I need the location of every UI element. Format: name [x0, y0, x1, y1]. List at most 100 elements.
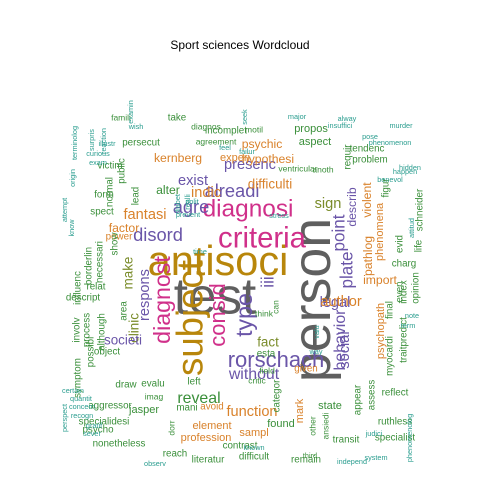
word-alter: alter	[156, 183, 180, 197]
word-evid: evid	[395, 235, 406, 253]
word-attitud: attitud	[407, 218, 416, 238]
word-although: although	[97, 313, 108, 351]
word-victim: victim	[97, 161, 122, 172]
word-lead: lead	[131, 187, 142, 206]
word-curious: curious	[86, 149, 110, 158]
word-famili: famili	[111, 112, 131, 122]
word-feel: feel	[219, 143, 231, 152]
word-final: final	[385, 301, 396, 319]
word-profession: profession	[181, 432, 232, 444]
word-element: element	[192, 420, 231, 432]
word-legal: legal	[320, 295, 351, 311]
word-pose: pose	[362, 132, 378, 141]
word-spect: spect	[90, 207, 114, 218]
word-can: can	[270, 300, 280, 314]
word-hidden: hidden	[399, 163, 421, 172]
word-import: import	[363, 273, 397, 287]
word-normal: normal	[105, 177, 116, 207]
word-quantit: quantit	[70, 394, 92, 403]
word-agreement: agreement	[196, 136, 237, 146]
word-left: left	[187, 377, 200, 388]
word-pathlog: pathlog	[361, 236, 375, 276]
word-sever: sever	[83, 429, 101, 438]
word-known: known	[243, 443, 264, 452]
word-anoth: anoth	[312, 164, 334, 174]
word-even: even	[395, 281, 406, 302]
word-life: life	[414, 239, 425, 252]
word-origin: origin	[68, 169, 77, 187]
word-observ: observ	[144, 459, 166, 468]
word-system: system	[364, 453, 387, 462]
word-psychic: psychic	[242, 137, 283, 151]
word-descript: descript	[66, 293, 101, 304]
word-mani: mani	[176, 403, 197, 414]
word-diabet: diabet	[173, 194, 182, 214]
word-respons: respons	[137, 269, 153, 321]
word-ventricular: ventricular	[278, 163, 317, 173]
word-describ: describ	[345, 187, 359, 227]
word-psychopath: psychopath	[375, 303, 387, 359]
word-influenc: influenc	[73, 271, 84, 305]
word-field: field	[259, 365, 275, 375]
word-fantasi: fantasi	[124, 207, 167, 223]
word-certain: certain	[62, 386, 84, 395]
word-appear: appear	[353, 384, 364, 415]
word-diagnost: diagnost	[149, 256, 175, 344]
word-form: form	[94, 190, 114, 201]
word-illustr: illustr	[98, 139, 116, 148]
word-alway: alway	[338, 114, 357, 123]
word-exam: exam	[89, 158, 107, 167]
word-dorr: dorr	[166, 420, 176, 435]
word-phenomenolog: phenomenolog	[405, 414, 414, 462]
word-area: area	[119, 301, 130, 321]
word-show: show	[110, 232, 121, 256]
word-incomplet: incomplet	[205, 126, 247, 137]
word-assess: assess	[367, 380, 378, 411]
word-subject: subject	[170, 260, 211, 376]
word-critic: critic	[248, 375, 266, 385]
word-test: test	[174, 268, 257, 325]
word-disord: disord	[133, 224, 183, 245]
word-social: social	[337, 331, 353, 368]
word-aspect: aspect	[299, 136, 331, 148]
word-categor: categor	[272, 379, 283, 412]
word-reflect: reflect	[382, 388, 409, 399]
word-failur: failur	[239, 147, 255, 156]
word-terminolog: terminolog	[70, 126, 79, 160]
word-criteria: criteria	[218, 222, 307, 255]
word-recogn: recogn	[71, 411, 93, 420]
word-third: third	[303, 451, 317, 460]
word-way: way	[309, 347, 323, 356]
word-psycho: psycho	[82, 425, 114, 436]
word-persecut: persecut	[122, 138, 160, 149]
word-time: time	[193, 247, 207, 256]
word-alreadi: alreadi	[205, 180, 260, 201]
word-prevent: prevent	[176, 210, 200, 219]
word-transit: transit	[333, 435, 360, 446]
word-insuffici: insuffici	[328, 121, 353, 130]
word-concern: concern	[69, 402, 95, 411]
word-indic: indic	[191, 185, 221, 201]
word-societi: societi	[104, 333, 142, 348]
word-gratif: gratif	[86, 421, 103, 430]
word-independ: independ	[337, 457, 367, 466]
word-propos: propos	[294, 123, 328, 135]
chart-title: Sport sciences Wordcloud	[170, 38, 310, 52]
word-know: know	[67, 219, 76, 237]
word-requir: requir	[343, 144, 354, 170]
word-specialidesi: specialidesi	[79, 417, 130, 428]
word-diagnos: diagnos	[191, 121, 221, 131]
word-experi: experi	[220, 152, 250, 164]
word-plate: plate	[338, 251, 357, 288]
word-traitpredict: traitpredict	[399, 317, 410, 363]
word-agre: agre	[173, 196, 210, 217]
word-opinion: opinion	[411, 272, 422, 304]
word-murder: murder	[389, 121, 413, 130]
word-involv: involv	[72, 317, 83, 342]
word-person: person	[282, 218, 342, 382]
word-phenomena: phenomena	[374, 202, 386, 261]
word-violent: violent	[360, 182, 374, 218]
word-myocardi: myocardi	[385, 336, 396, 376]
word-specialist: specialist	[375, 433, 416, 444]
word-rorschach: rorschach	[228, 347, 325, 372]
